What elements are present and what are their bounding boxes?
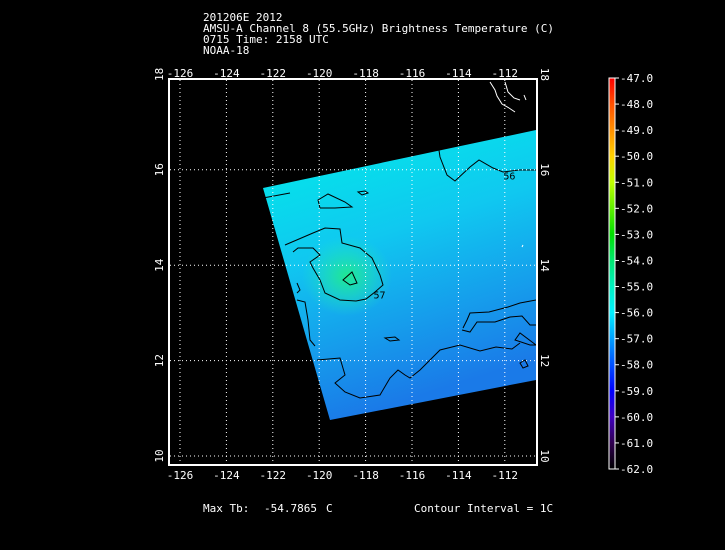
plot-frame bbox=[168, 78, 538, 466]
colorbar-label: -59.0 bbox=[620, 385, 653, 398]
contour-line bbox=[316, 342, 521, 399]
contour-label: 57 bbox=[373, 291, 385, 302]
title-line-3: 0715 Time: 2158 UTC bbox=[203, 33, 329, 46]
y-tick-label-right: 18 bbox=[538, 68, 551, 81]
x-tick-label-top: -126 bbox=[167, 67, 194, 80]
colorbar-label: -56.0 bbox=[620, 307, 653, 320]
colorbar-label: -60.0 bbox=[620, 411, 653, 424]
title-line-1: 201206E 2012 bbox=[203, 11, 283, 24]
x-tick-label-bottom: -120 bbox=[306, 469, 333, 482]
max-tb-unit: C bbox=[326, 502, 333, 515]
colorbar-label: -48.0 bbox=[620, 98, 653, 111]
y-tick-label-right: 12 bbox=[538, 354, 551, 367]
colorbar-label: -50.0 bbox=[620, 150, 653, 163]
island bbox=[521, 244, 524, 248]
contour-line bbox=[519, 359, 529, 369]
colorbar-label: -53.0 bbox=[620, 228, 653, 241]
contour-line bbox=[284, 227, 384, 302]
x-tick-label-bottom: -122 bbox=[260, 469, 287, 482]
contour-line bbox=[317, 193, 354, 209]
contour-line bbox=[356, 190, 370, 196]
title-line-2: AMSU-A Channel 8 (55.5GHz) Brightness Te… bbox=[203, 22, 554, 35]
colorbar-label: -54.0 bbox=[620, 254, 653, 267]
y-tick-label-left: 18 bbox=[153, 68, 166, 81]
colorbar-label: -47.0 bbox=[620, 72, 653, 85]
contour-line bbox=[461, 299, 536, 333]
colorbar-label: -57.0 bbox=[620, 333, 653, 346]
colorbar bbox=[608, 77, 616, 470]
colorbar-label: -58.0 bbox=[620, 359, 653, 372]
colorbar-label: -51.0 bbox=[620, 176, 653, 189]
y-tick-label-left: 10 bbox=[153, 449, 166, 462]
y-tick-label-right: 14 bbox=[538, 259, 551, 273]
y-tick-label-right: 10 bbox=[538, 449, 551, 462]
y-tick-label-left: 16 bbox=[153, 163, 166, 176]
colorbar-label: -55.0 bbox=[620, 281, 653, 294]
max-tb-value: -54.7865 bbox=[264, 502, 317, 515]
x-tick-label-bottom: -116 bbox=[399, 469, 426, 482]
colorbar-label: -52.0 bbox=[620, 202, 653, 215]
x-tick-label-top: -112 bbox=[492, 67, 519, 80]
contour-label: 56 bbox=[503, 171, 515, 182]
x-tick-label-top: -122 bbox=[260, 67, 287, 80]
contour-line bbox=[342, 271, 358, 286]
x-tick-label-top: -118 bbox=[352, 67, 379, 80]
x-tick-label-top: -124 bbox=[213, 67, 240, 80]
y-tick-label-left: 12 bbox=[153, 354, 166, 367]
x-tick-label-top: -114 bbox=[445, 67, 472, 80]
x-tick-label-bottom: -124 bbox=[213, 469, 240, 482]
contour-label: 55 bbox=[320, 0, 332, 6]
y-tick-label-right: 16 bbox=[538, 163, 551, 176]
x-tick-label-top: -116 bbox=[399, 67, 426, 80]
x-tick-label-bottom: -118 bbox=[352, 469, 379, 482]
colorbar-label: -49.0 bbox=[620, 124, 653, 137]
contour-line bbox=[262, 136, 536, 199]
contour-label: 56 bbox=[283, 28, 295, 39]
coastline bbox=[489, 81, 527, 113]
contour-line bbox=[296, 282, 316, 347]
x-tick-label-bottom: -114 bbox=[445, 469, 472, 482]
max-tb-label: Max Tb: bbox=[203, 502, 250, 515]
title-line-4: NOAA-18 bbox=[203, 44, 250, 57]
colorbar-label: -62.0 bbox=[620, 463, 653, 476]
contour-line bbox=[383, 336, 401, 342]
x-tick-label-bottom: -126 bbox=[167, 469, 194, 482]
x-tick-label-top: -120 bbox=[306, 67, 333, 80]
x-tick-label-bottom: -112 bbox=[492, 469, 519, 482]
y-tick-label-left: 14 bbox=[153, 258, 166, 272]
colorbar-label: -61.0 bbox=[620, 437, 653, 450]
contour-line bbox=[514, 332, 536, 346]
contour-interval: Contour Interval = 1C bbox=[414, 502, 554, 515]
